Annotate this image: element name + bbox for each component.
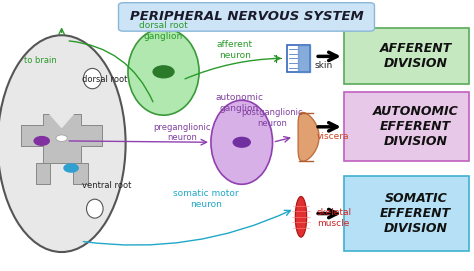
Circle shape — [64, 164, 78, 172]
Circle shape — [153, 66, 174, 78]
Ellipse shape — [83, 69, 101, 89]
Polygon shape — [73, 163, 88, 184]
FancyBboxPatch shape — [287, 45, 310, 72]
FancyBboxPatch shape — [118, 3, 374, 31]
Text: viscera: viscera — [317, 132, 349, 141]
Text: preganglionic
neuron: preganglionic neuron — [154, 123, 211, 143]
FancyBboxPatch shape — [344, 28, 469, 84]
FancyBboxPatch shape — [344, 176, 469, 251]
Circle shape — [233, 137, 250, 147]
Text: AFFERENT
DIVISION: AFFERENT DIVISION — [380, 42, 452, 70]
Text: autonomic
ganglion: autonomic ganglion — [215, 93, 264, 113]
Ellipse shape — [0, 35, 126, 252]
Polygon shape — [298, 112, 319, 161]
Circle shape — [56, 135, 67, 141]
Text: to brain: to brain — [24, 56, 57, 66]
Ellipse shape — [86, 199, 103, 218]
FancyBboxPatch shape — [344, 92, 469, 161]
Text: skeletal
muscle: skeletal muscle — [317, 208, 352, 228]
Text: SOMATIC
EFFERENT
DIVISION: SOMATIC EFFERENT DIVISION — [380, 192, 451, 235]
Text: dorsal root
ganglion: dorsal root ganglion — [139, 21, 188, 41]
Text: AUTONOMIC
EFFERENT
DIVISION: AUTONOMIC EFFERENT DIVISION — [373, 105, 459, 148]
Polygon shape — [298, 45, 310, 72]
Polygon shape — [50, 114, 73, 127]
Polygon shape — [295, 196, 307, 237]
Circle shape — [34, 137, 49, 145]
Text: afferent
neuron: afferent neuron — [217, 40, 253, 60]
Text: dorsal root: dorsal root — [82, 75, 127, 85]
Text: postganglionic
neuron: postganglionic neuron — [242, 108, 303, 128]
Ellipse shape — [128, 28, 199, 115]
Ellipse shape — [211, 100, 273, 184]
Text: somatic motor
neuron: somatic motor neuron — [173, 189, 239, 209]
Polygon shape — [36, 163, 50, 184]
Text: ventral root: ventral root — [82, 181, 131, 190]
Text: skin: skin — [314, 61, 333, 70]
Text: PERIPHERAL NERVOUS SYSTEM: PERIPHERAL NERVOUS SYSTEM — [130, 11, 363, 23]
Polygon shape — [21, 114, 102, 163]
